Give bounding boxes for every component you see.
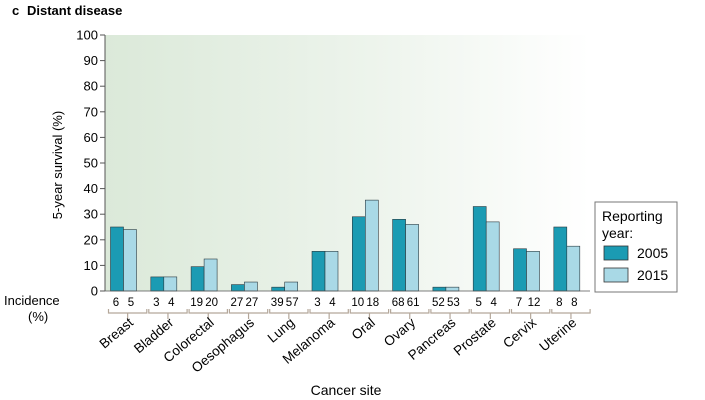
bar-cervix-2015: [526, 251, 540, 292]
x-tick-label-prostate: Prostate: [451, 315, 499, 359]
incidence-value: 8: [556, 297, 562, 309]
incidence-bracket: [107, 309, 148, 314]
incidence-value: 39: [271, 297, 284, 309]
y-tick-label: 30: [84, 207, 98, 222]
bar-ovary-2015: [405, 224, 419, 292]
bar-ovary-2005: [392, 219, 406, 292]
incidence-value: 68: [392, 297, 405, 309]
bar-breast-2015: [123, 229, 137, 292]
bar-bladder-2015: [163, 276, 178, 292]
incidence-bracket: [309, 309, 349, 314]
bar-oral-2005: [351, 216, 366, 292]
incidence-value: 4: [329, 297, 336, 309]
legend-title-line1: Reporting: [602, 208, 663, 224]
incidence-value: 7: [516, 297, 522, 309]
bar-bladder-2005: [150, 276, 165, 292]
incidence-value: 20: [205, 297, 218, 309]
x-tick-label-oral: Oral: [349, 315, 378, 343]
incidence-bracket: [188, 309, 228, 314]
legend-swatch-2005: [603, 245, 629, 261]
bar-oral-2015: [364, 199, 379, 292]
bar-melanoma-2015: [324, 251, 339, 292]
y-tick-label: 100: [76, 28, 98, 43]
y-tick-label: 90: [84, 53, 98, 68]
incidence-value: 8: [571, 297, 577, 309]
x-axis-label: Cancer site: [311, 382, 382, 398]
y-tick-label: 10: [84, 258, 98, 273]
incidence-value: 52: [432, 297, 445, 309]
incidence-value: 12: [528, 297, 541, 309]
bar-uterine-2015: [566, 245, 581, 292]
incidence-bracket: [148, 309, 188, 314]
legend: Reporting year: 2005 2015: [594, 201, 678, 293]
y-tick-label: 70: [84, 104, 98, 119]
incidence-bracket: [430, 309, 470, 314]
incidence-value: 4: [168, 297, 175, 309]
incidence-bracket: [470, 309, 511, 314]
incidence-value: 5: [475, 297, 481, 309]
incidence-bracket: [390, 309, 430, 314]
incidence-value: 6: [113, 297, 119, 309]
plot-background: [105, 35, 590, 291]
bar-pancreas-2015: [445, 286, 460, 292]
bar-oesophagus-2005: [231, 284, 245, 292]
x-tick-label-lung: Lung: [265, 315, 298, 346]
incidence-label: Incidence: [4, 293, 60, 308]
incidence-value: 27: [246, 297, 259, 309]
incidence-value: 61: [407, 297, 420, 309]
y-tick-label: 50: [84, 156, 98, 171]
x-tick-label-cervix: Cervix: [500, 315, 539, 351]
y-tick-label: 20: [84, 232, 98, 247]
bar-pancreas-2005: [432, 286, 447, 292]
bar-colorectal-2005: [190, 266, 205, 292]
legend-label-2005: 2005: [637, 245, 668, 261]
y-axis: 0 10 20 30 40 50 60 70 80 90 100: [76, 28, 106, 299]
incidence-value: 10: [351, 297, 364, 309]
bars: [105, 199, 590, 292]
bar-breast-2005: [110, 226, 124, 292]
incidence-unit: (%): [28, 309, 48, 324]
bar-prostate-2005: [472, 206, 487, 292]
incidence-row: 6 5 3 4 19 20 27 27 39 57 3 4 10 18 68 61 52 53 5 4 7 12 8 8: [107, 297, 591, 319]
bar-oesophagus-2015: [244, 281, 258, 292]
y-tick-label: 40: [84, 181, 98, 196]
y-axis-label: 5-year survival (%): [50, 111, 65, 219]
incidence-value: 3: [314, 297, 320, 309]
incidence-value: 27: [231, 297, 244, 309]
incidence-bracket: [349, 309, 390, 314]
incidence-value: 18: [366, 297, 379, 309]
bar-colorectal-2015: [203, 258, 218, 292]
legend-label-2015: 2015: [637, 267, 668, 283]
panel-letter: c: [12, 3, 19, 18]
incidence-value: 53: [447, 297, 460, 309]
incidence-value: 3: [153, 297, 159, 309]
bar-uterine-2005: [553, 226, 568, 292]
y-tick-label: 0: [91, 284, 98, 299]
bar-prostate-2015: [485, 221, 500, 292]
legend-swatch-2015: [603, 267, 629, 283]
incidence-bracket: [551, 309, 591, 314]
incidence-value: 19: [190, 297, 203, 309]
incidence-value: 57: [286, 297, 299, 309]
incidence-bracket: [269, 309, 309, 314]
incidence-bracket: [228, 309, 269, 314]
bar-lung-2005: [271, 286, 286, 292]
incidence-bracket: [510, 309, 551, 314]
bar-melanoma-2005: [311, 251, 326, 292]
chart-title: Distant disease: [27, 3, 122, 18]
legend-title-line2: year:: [602, 225, 633, 241]
y-tick-label: 60: [84, 130, 98, 145]
y-tick-label: 80: [84, 79, 98, 94]
bar-cervix-2005: [513, 248, 527, 292]
incidence-value: 5: [128, 297, 134, 309]
incidence-value: 4: [490, 297, 497, 309]
x-tick-label-uterine: Uterine: [536, 315, 579, 354]
x-tick-label-breast: Breast: [97, 315, 137, 352]
bar-lung-2015: [284, 281, 299, 292]
